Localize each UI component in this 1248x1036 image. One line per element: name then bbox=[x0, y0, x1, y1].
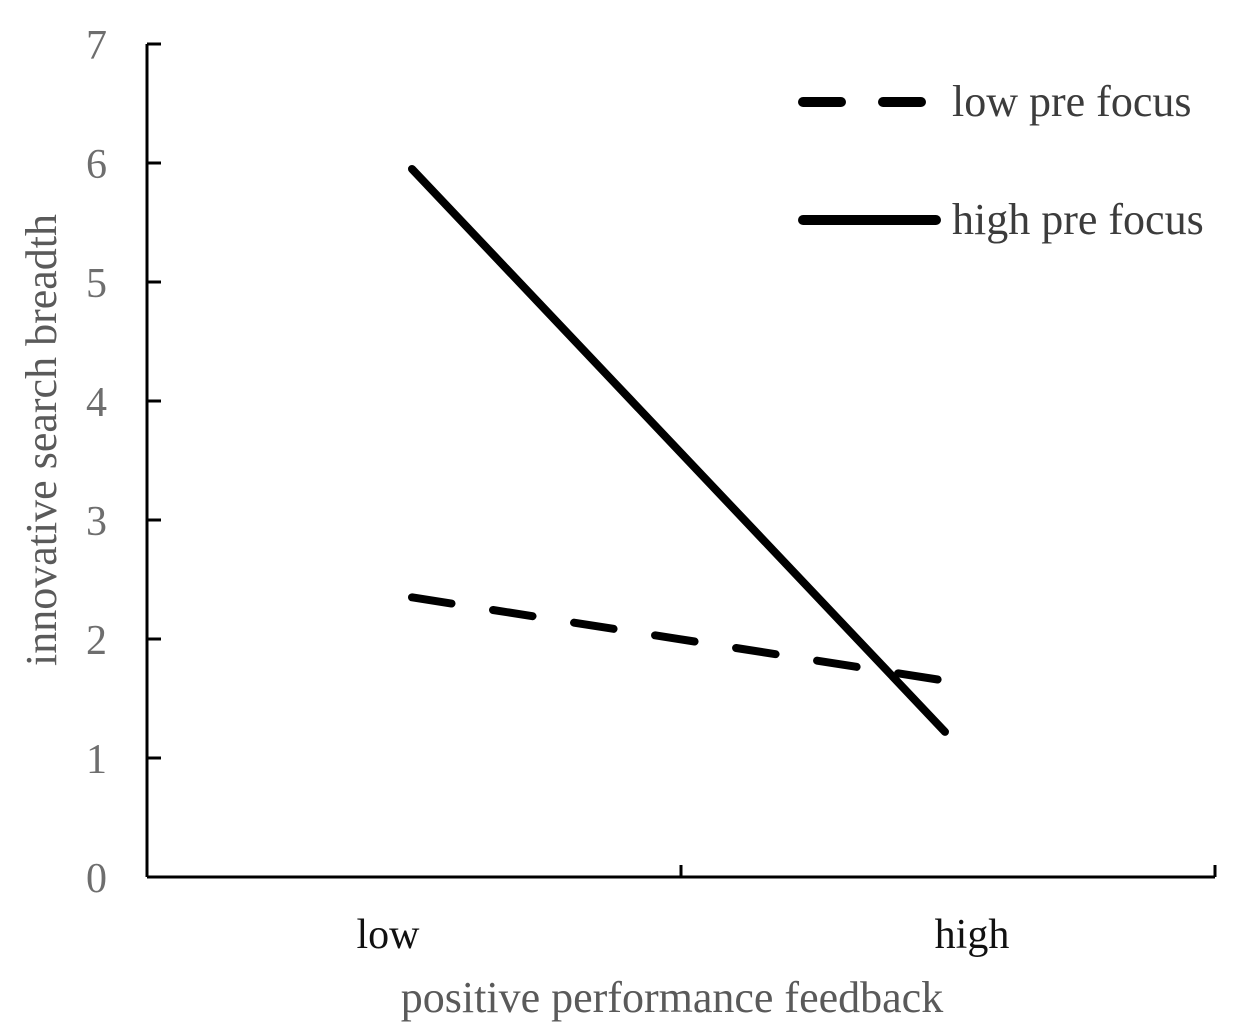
y-tick-label: 3 bbox=[86, 499, 107, 545]
axes bbox=[145, 44, 1217, 879]
series-line-low-pre-focus bbox=[408, 593, 949, 685]
y-tick-label: 0 bbox=[86, 856, 107, 902]
y-axis-title: innovative search breadth bbox=[17, 214, 66, 666]
legend-label: low pre focus bbox=[952, 77, 1192, 126]
y-tick-label: 5 bbox=[86, 261, 107, 307]
x-axis-category-labels: low high bbox=[357, 912, 1010, 958]
y-tick-label: 6 bbox=[86, 142, 107, 188]
y-tick-label: 7 bbox=[86, 23, 107, 69]
x-tick-label: high bbox=[935, 912, 1010, 958]
series-lines bbox=[408, 164, 949, 736]
x-tick-label: low bbox=[357, 912, 421, 958]
series-line-high-pre-focus bbox=[408, 164, 949, 736]
y-tick-label: 4 bbox=[86, 380, 107, 426]
x-axis-title: positive performance feedback bbox=[401, 973, 943, 1022]
y-tick-label: 2 bbox=[86, 618, 107, 664]
legend-label: high pre focus bbox=[952, 195, 1204, 244]
y-tick-label: 1 bbox=[86, 737, 107, 783]
y-axis-ticks: 0 1 2 3 4 5 6 7 bbox=[86, 23, 161, 902]
legend: low pre focus high pre focus bbox=[798, 77, 1204, 244]
